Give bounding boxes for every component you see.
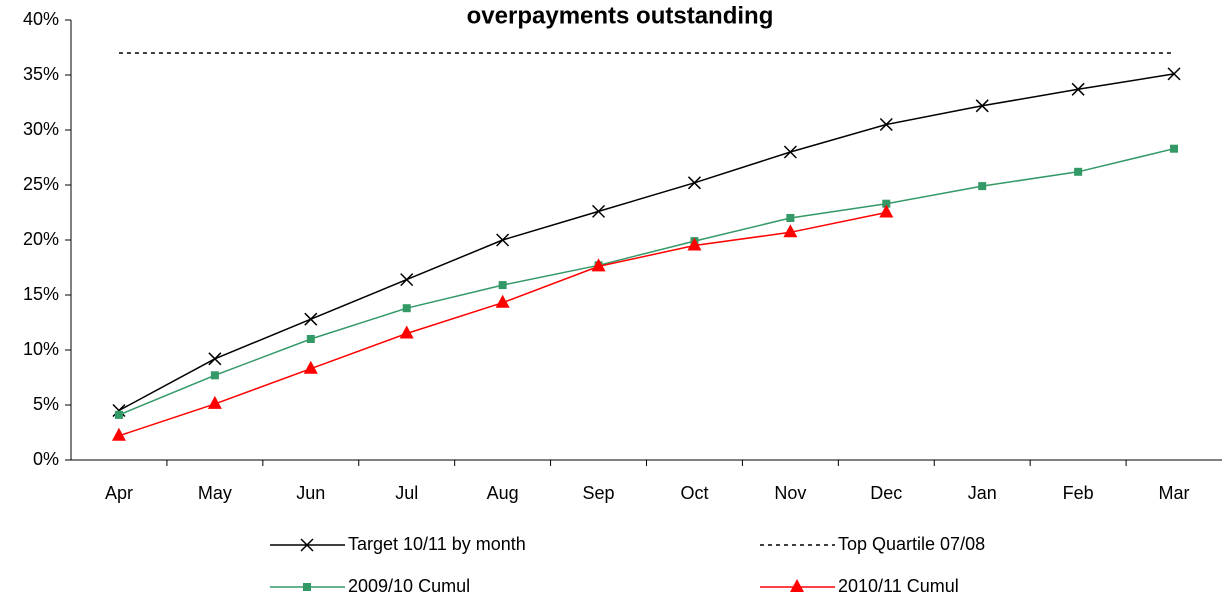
- series-line: [118, 73, 1175, 412]
- x-tick-label: Jul: [395, 483, 418, 503]
- data-point: [687, 176, 701, 190]
- series-line: [118, 147, 1175, 416]
- data-point: [592, 204, 606, 218]
- y-tick-label: 5%: [33, 394, 59, 414]
- data-point: [882, 199, 891, 208]
- data-point: [495, 294, 510, 308]
- legend-marker: [303, 583, 311, 591]
- data-point: [1170, 144, 1179, 153]
- x-tick-label: Sep: [583, 483, 615, 503]
- data-point: [786, 214, 795, 222]
- x-tick-label: Nov: [774, 483, 806, 503]
- y-tick-label: 35%: [23, 64, 59, 84]
- data-point: [879, 117, 893, 132]
- y-tick-label: 10%: [23, 339, 59, 359]
- data-point: [978, 182, 987, 191]
- y-tick-label: 25%: [23, 174, 59, 194]
- data-point: [1167, 67, 1181, 81]
- x-tick-label: Aug: [487, 483, 519, 503]
- legend-marker: [790, 579, 804, 592]
- data-point: [687, 237, 702, 251]
- data-point: [783, 224, 798, 238]
- data-point: [496, 233, 510, 247]
- data-point: [399, 325, 414, 339]
- data-point: [210, 371, 219, 380]
- data-point: [879, 204, 894, 218]
- y-tick-label: 30%: [23, 119, 59, 139]
- data-point: [306, 335, 315, 343]
- data-point: [304, 312, 318, 326]
- y-tick-label: 0%: [33, 449, 59, 469]
- data-point: [208, 352, 222, 366]
- x-tick-label: Jan: [968, 483, 997, 503]
- legend-label: Target 10/11 by month: [348, 534, 526, 554]
- data-point: [783, 145, 797, 159]
- x-tick-label: Dec: [870, 483, 902, 503]
- series-line: [118, 211, 887, 437]
- x-tick-label: Oct: [680, 483, 708, 503]
- x-tick-label: Apr: [105, 483, 133, 503]
- legend-label: Top Quartile 07/08: [838, 534, 985, 554]
- y-tick-label: 20%: [23, 229, 59, 249]
- y-tick-label: 40%: [23, 9, 59, 29]
- legend-label: 2010/11 Cumul: [838, 576, 959, 596]
- data-point: [207, 395, 222, 409]
- data-point: [975, 99, 989, 113]
- data-point: [303, 360, 318, 374]
- data-point: [591, 258, 606, 272]
- data-point: [114, 410, 123, 419]
- legend-label: 2009/10 Cumul: [348, 576, 470, 596]
- y-tick-label: 15%: [23, 284, 59, 304]
- data-point: [400, 273, 414, 287]
- data-point: [498, 281, 507, 290]
- chart-title: overpayments outstanding: [467, 2, 774, 29]
- x-tick-label: Jun: [296, 483, 325, 503]
- data-point: [402, 304, 411, 313]
- x-tick-label: Feb: [1063, 483, 1094, 503]
- data-point: [1071, 82, 1085, 96]
- x-tick-label: May: [198, 483, 232, 503]
- x-tick-label: Mar: [1159, 483, 1190, 503]
- data-point: [1074, 167, 1083, 176]
- legend-marker: [300, 538, 314, 552]
- data-point: [111, 427, 126, 441]
